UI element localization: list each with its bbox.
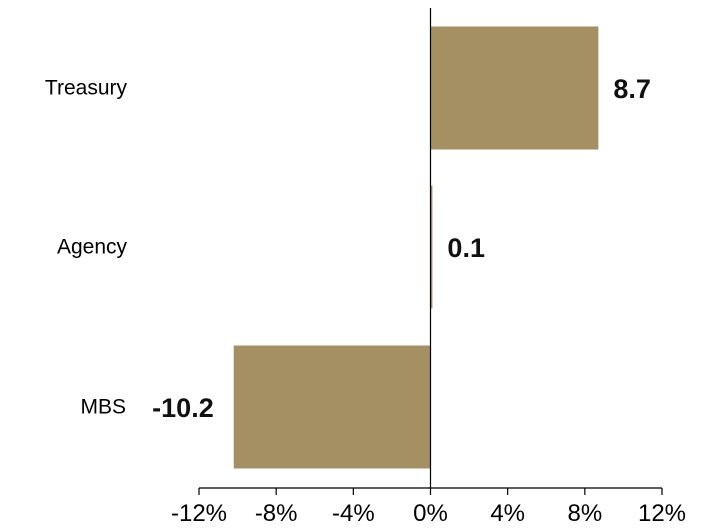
bar-agency — [430, 185, 433, 309]
category-label-mbs: MBS — [80, 396, 126, 419]
bar-treasury — [430, 26, 599, 150]
x-tick-label: 0% — [413, 500, 448, 527]
x-tick-label: -12% — [171, 500, 227, 527]
value-label-treasury: 8.7 — [613, 74, 651, 104]
bar-mbs — [233, 345, 431, 469]
bars — [233, 26, 599, 469]
x-tick-label: 8% — [567, 500, 602, 527]
x-tick-label: 4% — [490, 500, 525, 527]
x-tick-label: 12% — [638, 500, 686, 527]
data-labels: 8.7 0.1 -10.2 — [152, 74, 651, 423]
x-tick-label: -8% — [255, 500, 298, 527]
category-labels: Treasury Agency MBS — [45, 77, 128, 419]
category-label-agency: Agency — [57, 236, 128, 259]
x-tick-label: -4% — [332, 500, 375, 527]
value-label-agency: 0.1 — [447, 233, 485, 263]
x-axis: -12% -8% -4% 0% 4% 8% 12% — [171, 8, 686, 527]
category-label-treasury: Treasury — [45, 77, 128, 100]
value-label-mbs: -10.2 — [152, 393, 214, 423]
